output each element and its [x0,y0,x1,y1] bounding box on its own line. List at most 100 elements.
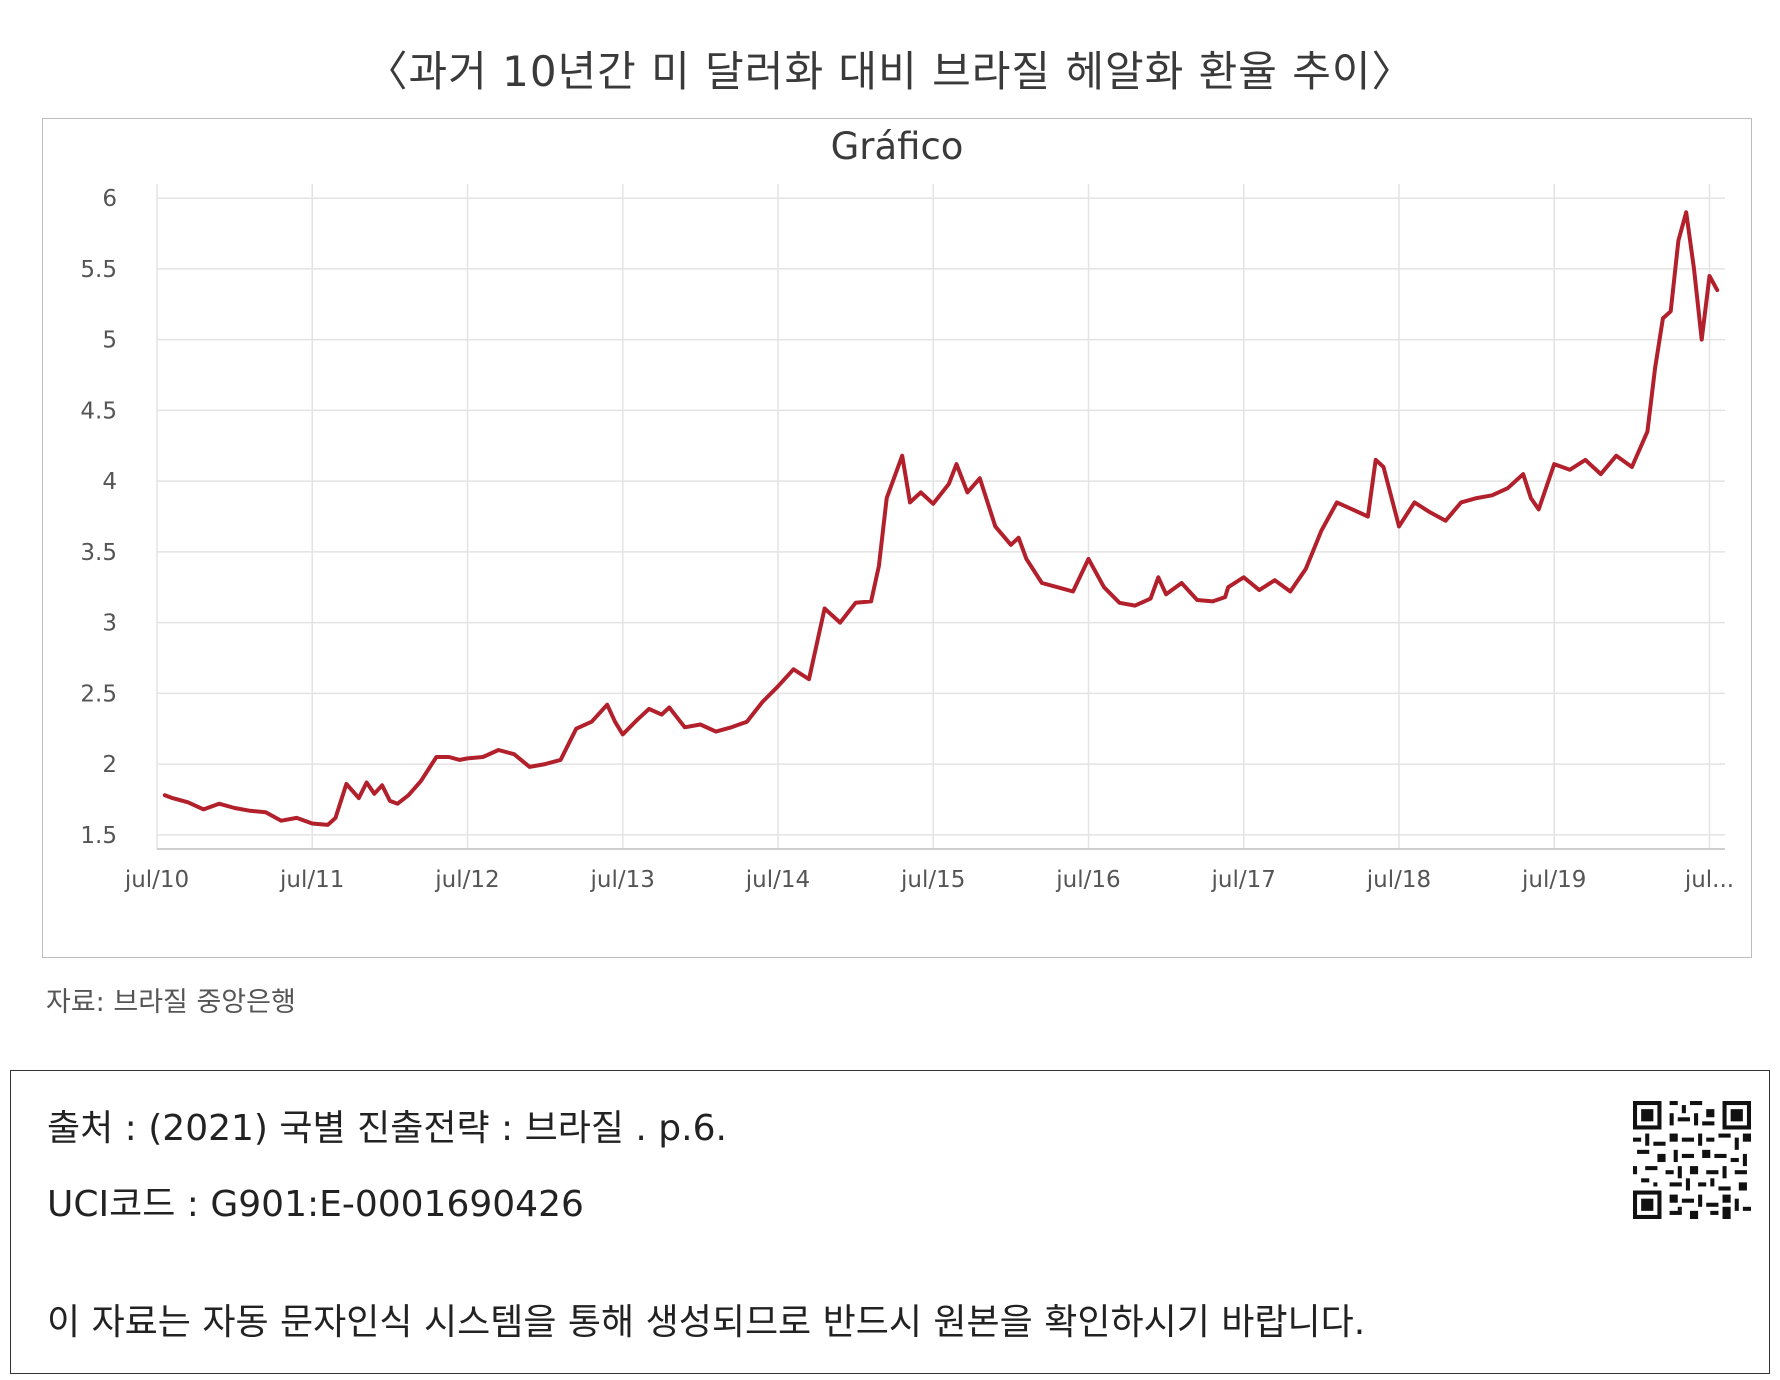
data-point [1195,598,1199,602]
data-point [217,802,221,806]
data-point [1583,458,1587,462]
data-point [496,748,501,752]
data-point [1599,472,1603,476]
data-point [1040,581,1044,585]
data-point [1350,507,1354,511]
data-point [900,454,904,458]
data-point [1319,529,1323,533]
x-tick-label: jul/15 [900,867,965,893]
data-point [1257,588,1261,592]
data-point [1552,462,1556,466]
y-tick-label: 2.5 [80,681,117,707]
citation-notice-line: 이 자료는 자동 문자인식 시스템을 통해 생성되므로 반드시 원본을 확인하시… [47,1302,1366,1343]
data-point [729,725,734,729]
data-point [295,816,299,820]
data-point [1009,543,1013,547]
data-point [1676,239,1680,243]
data-point [1335,500,1339,504]
data-point [1630,465,1634,469]
y-tick-label: 2 [102,752,117,778]
data-point [877,564,881,568]
x-tick-label: jul/11 [279,867,344,893]
data-point [1645,430,1649,434]
data-point [931,502,935,506]
data-point [714,730,718,734]
data-point [776,684,780,688]
x-tick-label: jul... [1684,867,1734,893]
data-point [233,806,237,810]
data-point [465,756,470,761]
data-point [512,752,516,756]
data-point [823,606,827,611]
data-point [1684,210,1688,214]
data-point [1381,465,1386,469]
data-point [388,799,392,803]
data-point [807,677,811,681]
x-tick-label: jul/13 [590,867,655,893]
x-tick-label: jul/19 [1521,867,1586,893]
data-point [1055,585,1059,589]
series-layer [162,210,1720,827]
data-point [1304,567,1308,571]
data-point [954,462,959,466]
citation-box: 출처 : (2021) 국별 진출전략 : 브라질 . p.6. UCI코드 :… [10,1070,1770,1374]
y-tick-label: 1.5 [80,823,117,849]
data-point [1692,267,1696,271]
data-point [406,793,411,797]
x-tick-label: jul/10 [124,867,189,893]
exchange-rate-chart: Gráfico 1.5 2 2.5 3 3.5 4 4.5 5 5.5 6 jul/10 jul/11… [80,125,1734,893]
chart-frame: Gráfico 1.5 2 2.5 3 3.5 4 4.5 5 5.5 6 jul/10 jul/11… [42,118,1752,958]
page-title: 〈과거 10년간 미 달러화 대비 브라질 헤알화 환율 추이〉 [365,47,1415,96]
y-tick-label: 5.5 [80,257,117,283]
data-point [1164,592,1168,596]
data-point [947,482,951,486]
data-point [978,476,982,480]
data-point [613,720,617,724]
data-point [1149,597,1153,601]
data-point [1428,510,1432,514]
data-point [1133,604,1137,608]
x-tick-label: jul/14 [745,867,810,893]
data-point [574,727,578,731]
data-point [279,819,283,823]
data-point [1412,500,1417,504]
data-point [543,762,547,766]
data-point [434,755,438,759]
data-point [908,500,912,504]
data-point [333,816,338,820]
data-point [1614,454,1618,458]
data-point [1529,496,1533,500]
data-point [885,496,889,500]
data-point [698,722,703,727]
data-point [1242,575,1246,579]
data-point [458,758,462,762]
data-point [310,821,314,826]
data-point [1366,514,1370,519]
data-point [590,720,594,724]
data-point [1226,585,1230,589]
data-point [1459,500,1463,504]
y-tick-label: 4.5 [80,398,117,424]
data-point [1223,595,1227,599]
data-point [396,802,400,806]
data-point [1071,589,1075,594]
data-point [1156,575,1160,579]
source-note: 자료: 브라질 중앙은행 [46,987,296,1018]
data-point [559,758,563,762]
data-point [1086,557,1091,561]
data-point [791,667,796,671]
data-point [202,807,206,812]
y-tick-label: 4 [102,469,117,495]
x-tick-label: jul/16 [1055,867,1120,893]
data-point [264,810,268,814]
x-tick-label: jul/12 [434,867,499,893]
data-point [248,809,252,813]
data-point [1117,601,1122,605]
data-point [1273,578,1277,582]
data-point [1490,493,1494,497]
data-point [1707,274,1712,278]
data-point [919,490,923,494]
data-point [1374,458,1378,462]
data-point [965,490,970,494]
data-point [1102,585,1106,589]
